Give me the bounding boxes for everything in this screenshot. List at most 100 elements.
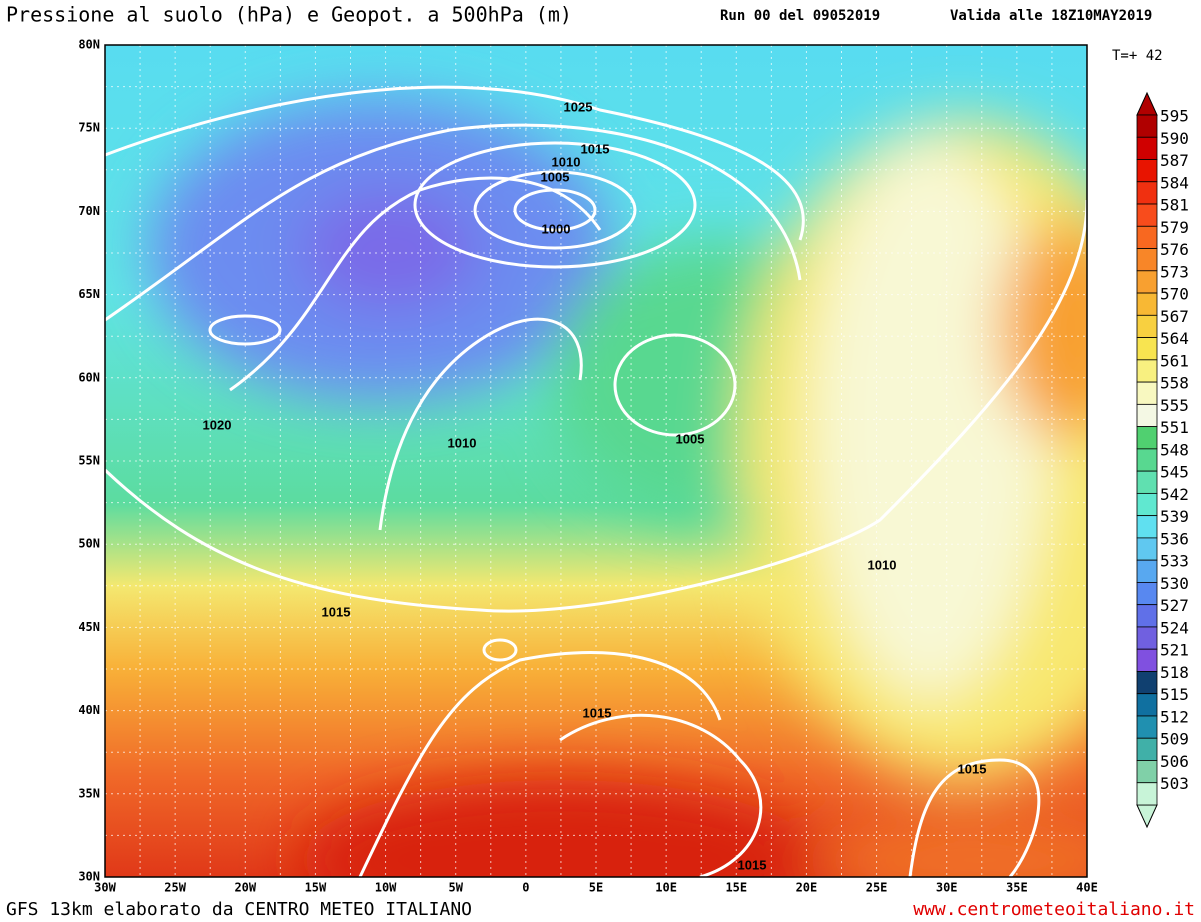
colorbar-swatch bbox=[1136, 648, 1158, 672]
lon-label: 10W bbox=[375, 881, 397, 895]
lon-label: 30E bbox=[936, 881, 958, 895]
lon-label: 20W bbox=[234, 881, 256, 895]
isobar-label: 1015 bbox=[322, 604, 351, 619]
colorbar-label: 542 bbox=[1160, 485, 1189, 504]
colorbar-swatch bbox=[1136, 737, 1158, 761]
isobar-label: 1005 bbox=[676, 431, 705, 446]
lat-label: 50N bbox=[78, 537, 100, 551]
colorbar-label: 503 bbox=[1160, 774, 1189, 793]
colorbar-swatch bbox=[1136, 448, 1158, 472]
colorbar-arrow-top bbox=[1136, 91, 1158, 116]
lon-label: 15E bbox=[725, 881, 747, 895]
isobar-label: 1000 bbox=[542, 221, 571, 236]
isobar-label: 1015 bbox=[581, 141, 610, 156]
lon-label: 5W bbox=[448, 881, 463, 895]
colorbar-swatch bbox=[1136, 671, 1158, 695]
source: GFS 13km elaborato da CENTRO METEO ITALI… bbox=[6, 899, 472, 920]
colorbar-label: 551 bbox=[1160, 418, 1189, 437]
colorbar-label: 576 bbox=[1160, 240, 1189, 259]
colorbar-label: 558 bbox=[1160, 374, 1189, 393]
colorbar-swatch bbox=[1136, 626, 1158, 650]
colorbar-label: 521 bbox=[1160, 641, 1189, 660]
valid: Valida alle 18Z10MAY2019 bbox=[950, 8, 1152, 24]
lon-label: 20E bbox=[796, 881, 818, 895]
lat-label: 45N bbox=[78, 620, 100, 634]
isobar-label: 1015 bbox=[583, 705, 612, 720]
colorbar-swatch bbox=[1136, 181, 1158, 205]
colorbar-swatch bbox=[1136, 203, 1158, 227]
colorbar-label: 581 bbox=[1160, 196, 1189, 215]
colorbar-swatch bbox=[1136, 515, 1158, 539]
colorbar-label: 579 bbox=[1160, 218, 1189, 237]
colorbar-label: 555 bbox=[1160, 396, 1189, 415]
colorbar-swatch bbox=[1136, 760, 1158, 784]
isobar-label: 1015 bbox=[958, 761, 987, 776]
colorbar-label: 590 bbox=[1160, 129, 1189, 148]
colorbar-swatch bbox=[1136, 270, 1158, 294]
colorbar-label: 530 bbox=[1160, 574, 1189, 593]
lon-label: 25W bbox=[164, 881, 186, 895]
graticule bbox=[105, 45, 1087, 877]
isobars bbox=[105, 85, 1087, 877]
lat-label: 65N bbox=[78, 287, 100, 301]
colorbar-label: 527 bbox=[1160, 596, 1189, 615]
colorbar-label: 515 bbox=[1160, 685, 1189, 704]
isobar-label: 1010 bbox=[552, 154, 581, 169]
colorbar-label: 567 bbox=[1160, 307, 1189, 326]
colorbar-swatch bbox=[1136, 136, 1158, 160]
colorbar-label: 595 bbox=[1160, 107, 1189, 126]
lat-label: 30N bbox=[78, 870, 100, 884]
lon-label: 35E bbox=[1006, 881, 1028, 895]
lon-label: 15W bbox=[305, 881, 327, 895]
title: Pressione al suolo (hPa) e Geopot. a 500… bbox=[6, 3, 572, 27]
colorbar-label: 524 bbox=[1160, 618, 1189, 637]
colorbar-label: 584 bbox=[1160, 173, 1189, 192]
lat-label: 75N bbox=[78, 121, 100, 135]
colorbar-swatch bbox=[1136, 337, 1158, 361]
colorbar-label: 570 bbox=[1160, 285, 1189, 304]
colorbar-swatch bbox=[1136, 426, 1158, 450]
lat-label: 80N bbox=[78, 38, 100, 52]
lat-label: 40N bbox=[78, 703, 100, 717]
colorbar-label: 509 bbox=[1160, 730, 1189, 749]
colorbar-label: 512 bbox=[1160, 707, 1189, 726]
colorbar-swatch bbox=[1136, 782, 1158, 806]
field bbox=[105, 45, 1087, 877]
colorbar-label: 506 bbox=[1160, 752, 1189, 771]
colorbar-arrow-bottom bbox=[1136, 804, 1158, 829]
colorbar-swatch bbox=[1136, 559, 1158, 583]
isobar-label: 1010 bbox=[868, 557, 897, 572]
colorbar-swatch bbox=[1136, 314, 1158, 338]
site: www.centrometeoitaliano.it bbox=[913, 899, 1195, 920]
isobar-label: 1015 bbox=[738, 857, 767, 872]
lon-label: 0 bbox=[522, 881, 529, 895]
lon-label: 30W bbox=[94, 881, 116, 895]
lat-label: 60N bbox=[78, 370, 100, 384]
colorbar-label: 564 bbox=[1160, 329, 1189, 348]
lat-label: 55N bbox=[78, 454, 100, 468]
colorbar-swatch bbox=[1136, 159, 1158, 183]
isobar-label: 1005 bbox=[541, 169, 570, 184]
run: Run 00 del 09052019 bbox=[720, 8, 880, 24]
colorbar-swatch bbox=[1136, 470, 1158, 494]
isobar-label: 1025 bbox=[564, 99, 593, 114]
lat-label: 70N bbox=[78, 204, 100, 218]
colorbar-swatch bbox=[1136, 582, 1158, 606]
colorbar-swatch bbox=[1136, 403, 1158, 428]
lon-label: 10E bbox=[655, 881, 677, 895]
lead-time: T=+ 42 bbox=[1112, 48, 1163, 64]
lon-label: 5E bbox=[589, 881, 603, 895]
colorbar-swatch bbox=[1136, 693, 1158, 717]
colorbar-label: 533 bbox=[1160, 552, 1189, 571]
isobar-label: 1020 bbox=[203, 417, 232, 432]
colorbar-swatch bbox=[1136, 114, 1158, 138]
colorbar-label: 573 bbox=[1160, 262, 1189, 281]
colorbar-swatch bbox=[1136, 715, 1158, 739]
colorbar-label: 539 bbox=[1160, 507, 1189, 526]
colorbar-label: 587 bbox=[1160, 151, 1189, 170]
colorbar-swatch bbox=[1136, 248, 1158, 272]
colorbar-swatch bbox=[1136, 359, 1158, 383]
colorbar-swatch bbox=[1136, 292, 1158, 316]
